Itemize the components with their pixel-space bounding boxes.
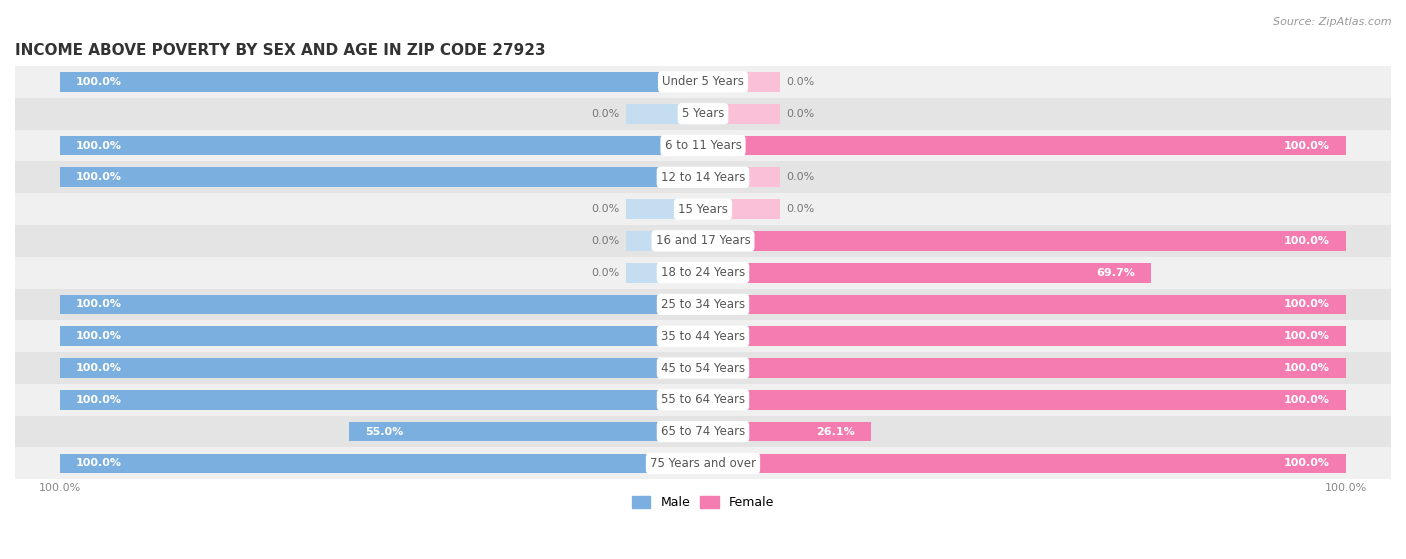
Text: 100.0%: 100.0% <box>76 300 122 310</box>
Bar <box>15 352 1391 384</box>
Bar <box>60 168 703 187</box>
Text: 25 to 34 Years: 25 to 34 Years <box>661 298 745 311</box>
Text: 100.0%: 100.0% <box>76 77 122 87</box>
Bar <box>15 320 1391 352</box>
Bar <box>60 72 703 92</box>
Bar <box>703 199 780 219</box>
Text: 16 and 17 Years: 16 and 17 Years <box>655 234 751 248</box>
Text: 100.0%: 100.0% <box>1284 458 1330 468</box>
Text: 15 Years: 15 Years <box>678 202 728 216</box>
Bar <box>626 263 703 282</box>
Bar <box>626 231 703 251</box>
Text: 100.0%: 100.0% <box>1284 236 1330 246</box>
Text: 69.7%: 69.7% <box>1097 268 1135 278</box>
Text: 12 to 14 Years: 12 to 14 Years <box>661 171 745 184</box>
Bar <box>15 416 1391 447</box>
Text: INCOME ABOVE POVERTY BY SEX AND AGE IN ZIP CODE 27923: INCOME ABOVE POVERTY BY SEX AND AGE IN Z… <box>15 43 546 58</box>
Bar <box>60 390 703 410</box>
Text: 100.0%: 100.0% <box>76 395 122 405</box>
Bar <box>703 295 1346 314</box>
Text: 35 to 44 Years: 35 to 44 Years <box>661 330 745 343</box>
Text: 5 Years: 5 Years <box>682 107 724 120</box>
Text: 0.0%: 0.0% <box>591 268 620 278</box>
Bar <box>626 199 703 219</box>
Text: 100.0%: 100.0% <box>1284 140 1330 150</box>
Text: 75 Years and over: 75 Years and over <box>650 457 756 470</box>
Legend: Male, Female: Male, Female <box>627 491 779 514</box>
Text: Source: ZipAtlas.com: Source: ZipAtlas.com <box>1274 17 1392 27</box>
Text: Under 5 Years: Under 5 Years <box>662 75 744 88</box>
Bar <box>15 193 1391 225</box>
Bar <box>15 66 1391 98</box>
Text: 55 to 64 Years: 55 to 64 Years <box>661 394 745 406</box>
Text: 26.1%: 26.1% <box>815 427 855 437</box>
Text: 100.0%: 100.0% <box>76 172 122 182</box>
Bar <box>60 358 703 378</box>
Bar <box>626 104 703 124</box>
Text: 6 to 11 Years: 6 to 11 Years <box>665 139 741 152</box>
Text: 0.0%: 0.0% <box>786 77 815 87</box>
Bar <box>60 136 703 155</box>
Bar <box>15 257 1391 288</box>
Text: 100.0%: 100.0% <box>76 140 122 150</box>
Bar <box>15 447 1391 479</box>
Bar <box>703 358 1346 378</box>
Text: 65 to 74 Years: 65 to 74 Years <box>661 425 745 438</box>
Text: 100.0%: 100.0% <box>1284 300 1330 310</box>
Bar <box>60 453 703 473</box>
Text: 100.0%: 100.0% <box>1284 331 1330 341</box>
Bar <box>60 326 703 346</box>
Bar <box>703 390 1346 410</box>
Bar <box>703 136 1346 155</box>
Text: 100.0%: 100.0% <box>1284 363 1330 373</box>
Bar <box>15 384 1391 416</box>
Bar <box>703 263 1152 282</box>
Text: 0.0%: 0.0% <box>786 172 815 182</box>
Bar <box>703 72 780 92</box>
Bar <box>703 453 1346 473</box>
Bar <box>15 162 1391 193</box>
Bar <box>703 326 1346 346</box>
Text: 18 to 24 Years: 18 to 24 Years <box>661 266 745 279</box>
Bar <box>15 225 1391 257</box>
Text: 0.0%: 0.0% <box>591 109 620 119</box>
Text: 55.0%: 55.0% <box>366 427 404 437</box>
Text: 100.0%: 100.0% <box>1284 395 1330 405</box>
Bar <box>60 295 703 314</box>
Bar <box>15 98 1391 130</box>
Text: 100.0%: 100.0% <box>76 458 122 468</box>
Bar <box>703 104 780 124</box>
Bar <box>703 421 870 442</box>
Bar <box>349 421 703 442</box>
Bar <box>15 288 1391 320</box>
Text: 0.0%: 0.0% <box>591 236 620 246</box>
Bar <box>703 168 780 187</box>
Text: 45 to 54 Years: 45 to 54 Years <box>661 362 745 375</box>
Text: 100.0%: 100.0% <box>76 363 122 373</box>
Text: 100.0%: 100.0% <box>76 331 122 341</box>
Bar <box>15 130 1391 162</box>
Text: 0.0%: 0.0% <box>786 109 815 119</box>
Text: 0.0%: 0.0% <box>786 204 815 214</box>
Bar <box>703 231 1346 251</box>
Text: 0.0%: 0.0% <box>591 204 620 214</box>
